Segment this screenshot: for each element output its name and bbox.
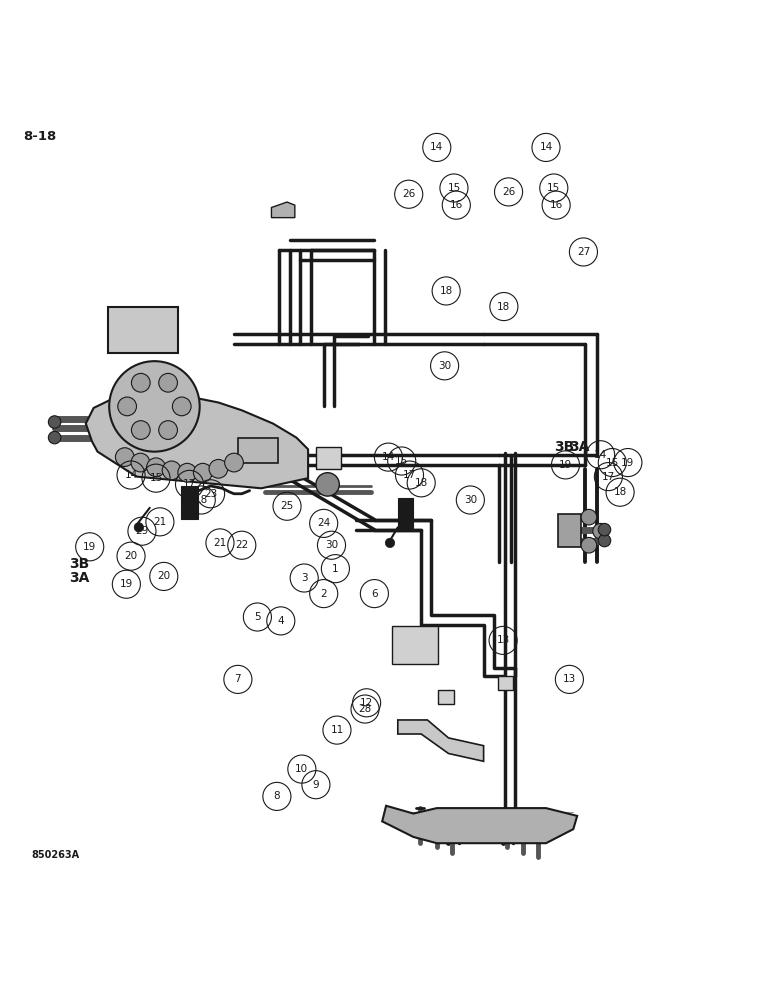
Polygon shape — [86, 392, 308, 488]
Text: 18: 18 — [195, 495, 207, 505]
Circle shape — [115, 448, 134, 466]
Text: 21: 21 — [214, 538, 226, 548]
Circle shape — [385, 538, 395, 548]
Circle shape — [598, 523, 611, 536]
Circle shape — [48, 431, 61, 444]
Text: 15: 15 — [548, 183, 560, 193]
Circle shape — [134, 523, 144, 532]
Text: 14: 14 — [382, 452, 395, 462]
Circle shape — [209, 459, 228, 478]
Text: 19: 19 — [622, 458, 634, 468]
Text: 15: 15 — [395, 456, 408, 466]
Text: 16: 16 — [450, 200, 463, 210]
Text: 8-18: 8-18 — [23, 130, 57, 143]
Bar — [558, 514, 581, 547]
Polygon shape — [398, 720, 484, 761]
Circle shape — [593, 523, 608, 539]
Text: 23: 23 — [204, 489, 217, 499]
Text: 6: 6 — [371, 589, 378, 599]
Text: 18: 18 — [415, 478, 427, 488]
Circle shape — [162, 461, 181, 480]
Text: 1: 1 — [332, 564, 339, 574]
Text: 29: 29 — [136, 526, 148, 536]
Text: 19: 19 — [83, 542, 96, 552]
Text: 26: 26 — [502, 187, 515, 197]
Circle shape — [172, 397, 191, 416]
Text: 25: 25 — [281, 501, 293, 511]
Circle shape — [178, 463, 197, 482]
Circle shape — [581, 537, 597, 553]
Text: 30: 30 — [464, 495, 477, 505]
Text: 14: 14 — [125, 470, 137, 480]
Text: 18: 18 — [498, 302, 510, 312]
Circle shape — [147, 458, 165, 477]
Text: 16: 16 — [550, 200, 562, 210]
Text: 3B: 3B — [554, 440, 574, 454]
Text: 18: 18 — [614, 487, 626, 497]
Bar — [108, 307, 178, 353]
Circle shape — [48, 416, 61, 428]
Bar — [181, 486, 198, 519]
Circle shape — [109, 361, 200, 452]
Text: 20: 20 — [125, 551, 137, 561]
Text: 17: 17 — [602, 472, 615, 482]
Bar — [398, 498, 413, 530]
Text: 18: 18 — [440, 286, 452, 296]
Text: 19: 19 — [120, 579, 133, 589]
Circle shape — [316, 473, 339, 496]
Text: 22: 22 — [236, 540, 248, 550]
Text: 9: 9 — [313, 780, 319, 790]
Bar — [238, 438, 278, 463]
Circle shape — [131, 373, 151, 392]
Bar — [392, 626, 438, 664]
Bar — [438, 690, 454, 704]
Text: 24: 24 — [317, 518, 330, 528]
Text: 3: 3 — [301, 573, 307, 583]
Text: 3B: 3B — [69, 557, 89, 571]
Text: 17: 17 — [403, 470, 416, 480]
Text: 13: 13 — [497, 635, 509, 645]
Text: 14: 14 — [431, 142, 443, 152]
Circle shape — [581, 509, 597, 525]
Circle shape — [193, 463, 212, 482]
Text: 15: 15 — [150, 473, 162, 483]
Text: 15: 15 — [448, 183, 460, 193]
Text: 11: 11 — [331, 725, 343, 735]
Text: 30: 30 — [325, 540, 338, 550]
Bar — [316, 447, 341, 469]
Text: 14: 14 — [540, 142, 552, 152]
Text: 15: 15 — [606, 458, 619, 468]
Text: 5: 5 — [254, 612, 261, 622]
Text: 12: 12 — [360, 698, 373, 708]
Text: 30: 30 — [438, 361, 451, 371]
Text: 2: 2 — [321, 589, 327, 599]
Text: 26: 26 — [402, 189, 415, 199]
Text: 4: 4 — [278, 616, 284, 626]
Polygon shape — [271, 202, 295, 218]
Circle shape — [118, 397, 136, 416]
Text: 850263A: 850263A — [31, 850, 80, 860]
Text: 14: 14 — [594, 450, 607, 460]
Text: 8: 8 — [274, 791, 280, 801]
Text: 28: 28 — [359, 704, 371, 714]
Bar — [498, 676, 513, 690]
Text: 7: 7 — [235, 674, 241, 684]
Text: 10: 10 — [296, 764, 308, 774]
Text: 17: 17 — [183, 479, 196, 489]
Circle shape — [131, 421, 150, 439]
Text: 13: 13 — [563, 674, 576, 684]
Circle shape — [159, 421, 177, 439]
Circle shape — [131, 453, 150, 472]
Text: 3A: 3A — [69, 571, 89, 585]
Circle shape — [598, 534, 611, 547]
Text: 21: 21 — [154, 517, 166, 527]
Circle shape — [225, 453, 243, 472]
Polygon shape — [382, 806, 577, 843]
Text: 27: 27 — [577, 247, 590, 257]
Circle shape — [159, 373, 178, 392]
Text: 3A: 3A — [569, 440, 590, 454]
Text: 19: 19 — [559, 460, 572, 470]
Text: 20: 20 — [158, 571, 170, 581]
